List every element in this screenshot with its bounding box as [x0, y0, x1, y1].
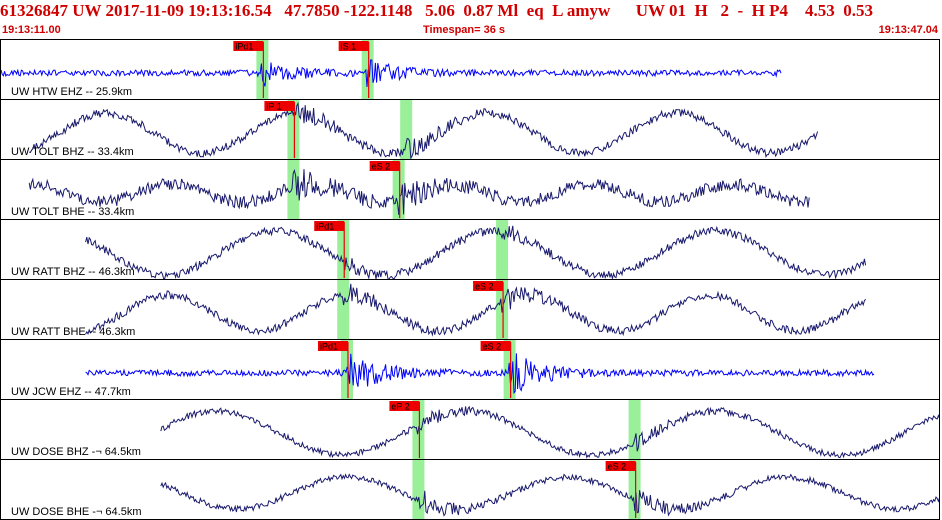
channel-label: UW HTW EHZ -- 25.9km: [11, 86, 132, 98]
pick-label-box: [480, 341, 511, 351]
trace-panel[interactable]: iP 1 UW TOLT BHZ -- 33.4km: [0, 99, 940, 160]
channel-label: UW DOSE BHZ -¬ 64.5km: [11, 446, 141, 458]
pick-window: [412, 460, 425, 519]
channel-label: UW RATT BHE -- 46.3km: [11, 326, 136, 338]
waveform-plot: iP 1: [29, 100, 819, 159]
waveform-plot: eS 2: [85, 280, 866, 339]
pick-label-box: [233, 41, 264, 51]
pick-label[interactable]: eS 2: [372, 162, 391, 172]
waveform-plot: eS 2: [160, 460, 939, 519]
channel-label: UW RATT BHZ -- 46.3km: [11, 266, 135, 278]
pick-label[interactable]: iP 1: [266, 102, 281, 112]
channel-label: UW JCW EHZ -- 47.7km: [11, 386, 131, 398]
pick-window: [287, 100, 300, 159]
seismic-trace: [85, 353, 875, 395]
seismic-trace: [85, 283, 866, 337]
end-time: 19:13:47.04: [878, 24, 938, 36]
time-axis-labels: 19:13:11.00 Timespan= 36 s 19:13:47.04: [0, 24, 942, 38]
pick-window: [392, 160, 405, 219]
start-time: 19:13:11.00: [2, 24, 61, 36]
pick-window: [287, 160, 300, 219]
pick-label-box: [369, 161, 400, 171]
pick-window: [628, 460, 641, 519]
seismic-trace: [28, 168, 810, 215]
pick-label[interactable]: iS 1: [341, 42, 357, 52]
seismic-trace: [85, 225, 867, 279]
seismic-trace: [160, 473, 939, 517]
pick-label[interactable]: iPd1: [316, 222, 334, 232]
trace-panel[interactable]: eS 2 UW RATT BHE -- 46.3km: [0, 279, 940, 340]
channel-label: UW DOSE BHE -¬ 64.5km: [11, 506, 142, 518]
pick-window: [361, 40, 374, 99]
timespan: Timespan= 36 s: [423, 24, 506, 36]
pick-label-box: [314, 221, 345, 231]
pick-window: [628, 400, 641, 459]
channel-label: UW TOLT BHZ -- 33.4km: [11, 146, 134, 158]
pick-label[interactable]: iPd1: [320, 342, 338, 352]
trace-panel[interactable]: iPd1 eS 2 UW JCW EHZ -- 47.7km: [0, 339, 940, 400]
pick-label-box: [605, 461, 636, 471]
waveform-plot: eS 2: [28, 160, 810, 219]
pick-label-box: [389, 401, 420, 411]
waveform-plot: iPd1 iS 1: [1, 40, 782, 99]
pick-window: [337, 220, 350, 279]
pick-label[interactable]: eS 2: [475, 282, 494, 292]
pick-label[interactable]: iPd1: [235, 42, 253, 52]
seismic-trace: [29, 101, 819, 159]
trace-panel[interactable]: iPd1 iS 1 UW HTW EHZ -- 25.9km: [0, 39, 940, 100]
pick-label[interactable]: eS 2: [608, 462, 627, 472]
seismic-trace: [160, 405, 939, 459]
trace-panel[interactable]: eS 2 UW TOLT BHE -- 33.4km: [0, 159, 940, 220]
pick-label-box: [338, 41, 369, 51]
trace-panel[interactable]: eP 2 UW DOSE BHZ -¬ 64.5km: [0, 399, 940, 460]
channel-label: UW TOLT BHE -- 33.4km: [11, 206, 135, 218]
trace-panel[interactable]: eS 2 UW DOSE BHE -¬ 64.5km: [0, 459, 940, 520]
waveform-plot: iPd1 eS 2: [85, 340, 875, 399]
pick-label-box: [317, 341, 348, 351]
waveform-plot: eP 2: [160, 400, 939, 459]
waveform-panels: iPd1 iS 1 UW HTW EHZ -- 25.9km iP 1 UW TOLT …: [0, 39, 942, 520]
pick-label[interactable]: eP 2: [391, 402, 409, 412]
trace-panel[interactable]: iPd1 UW RATT BHZ -- 46.3km: [0, 219, 940, 280]
event-summary: 61326847 UW 2017-11-09 19:13:16.54 47.78…: [0, 1, 873, 20]
pick-label[interactable]: eS 2: [483, 342, 502, 352]
pick-window: [337, 280, 350, 339]
waveform-plot: iPd1: [85, 220, 867, 279]
pick-label-box: [264, 101, 295, 111]
event-header: 61326847 UW 2017-11-09 19:13:16.54 47.78…: [0, 0, 942, 38]
pick-label-box: [473, 281, 504, 291]
pick-window: [400, 100, 413, 159]
seismic-trace: [1, 59, 782, 88]
